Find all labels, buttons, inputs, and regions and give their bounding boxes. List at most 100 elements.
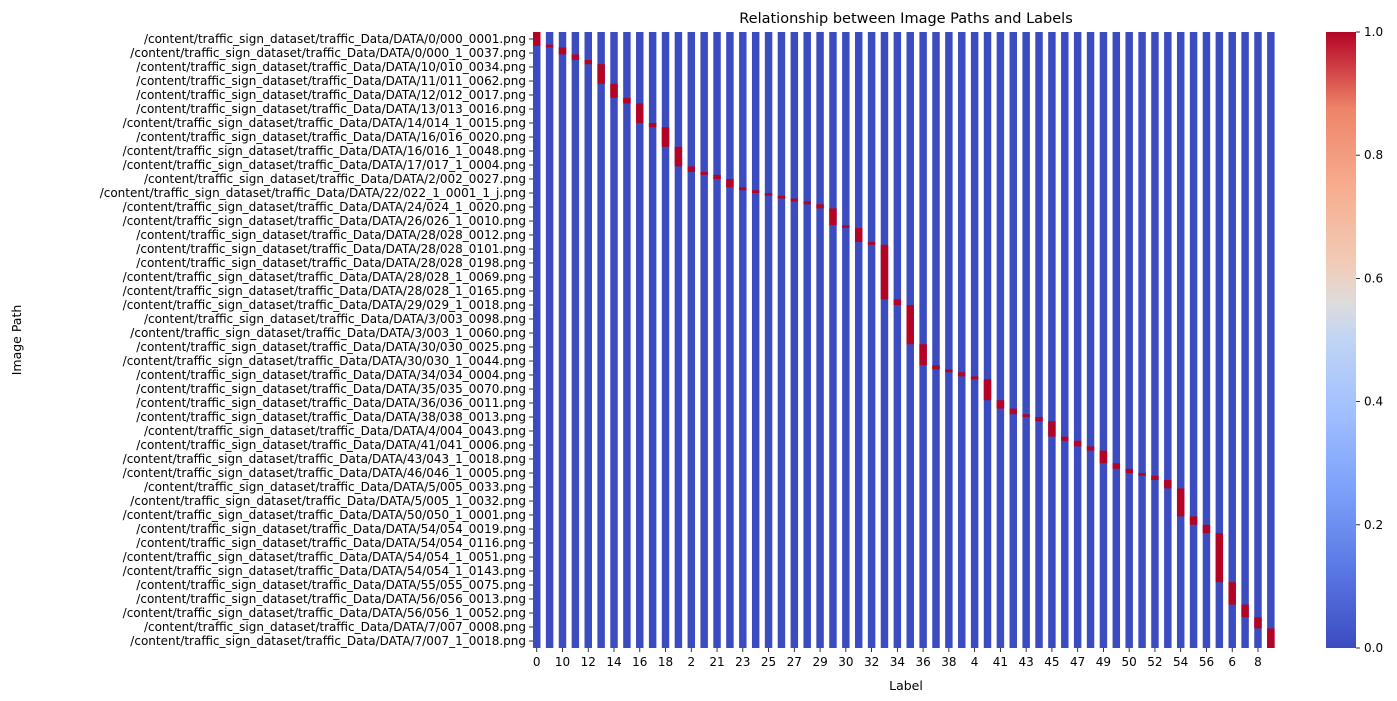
heatmap-column-41 bbox=[1061, 32, 1069, 648]
x-tick-label-9: 25 bbox=[761, 655, 776, 669]
x-tick-label-6: 2 bbox=[687, 655, 695, 669]
heatmap-hot-cell-28 bbox=[893, 299, 902, 305]
y-tick-label-28: /content/traffic_sign_dataset/traffic_Da… bbox=[144, 424, 526, 438]
heatmap-hot-cell-15 bbox=[726, 179, 734, 188]
heatmap-hot-cell-13 bbox=[700, 172, 708, 175]
heatmap-column-47 bbox=[1138, 32, 1146, 648]
y-tick-label-13: /content/traffic_sign_dataset/traffic_Da… bbox=[123, 214, 526, 228]
heatmap-hot-cell-7 bbox=[623, 97, 631, 104]
y-tick-label-34: /content/traffic_sign_dataset/traffic_Da… bbox=[123, 508, 526, 522]
x-tick-label-17: 4 bbox=[971, 655, 979, 669]
x-tick-label-16: 38 bbox=[941, 655, 956, 669]
y-tick-label-32: /content/traffic_sign_dataset/traffic_Da… bbox=[144, 480, 526, 494]
x-tick-label-1: 10 bbox=[555, 655, 570, 669]
x-tick-label-10: 27 bbox=[787, 655, 802, 669]
heatmap-hot-cell-23 bbox=[829, 208, 837, 226]
heatmap-hot-cell-32 bbox=[945, 369, 953, 373]
y-tick-label-38: /content/traffic_sign_dataset/traffic_Da… bbox=[123, 564, 526, 578]
heatmap-hot-cell-10 bbox=[661, 127, 670, 147]
y-tick-label-30: /content/traffic_sign_dataset/traffic_Da… bbox=[123, 452, 526, 466]
colorbar-ticks: 0.0 0.2 0.4 0.6 0.8 1.0 bbox=[1356, 25, 1383, 655]
x-tick-label-8: 23 bbox=[735, 655, 750, 669]
heatmap-column-53 bbox=[1215, 32, 1224, 648]
y-tick-label-20: /content/traffic_sign_dataset/traffic_Da… bbox=[144, 312, 526, 326]
heatmap-hot-cell-38 bbox=[1022, 414, 1030, 417]
heatmap-column-27 bbox=[880, 32, 889, 648]
y-tick-label-24: /content/traffic_sign_dataset/traffic_Da… bbox=[136, 368, 526, 382]
x-axis-label: Label bbox=[889, 678, 923, 693]
heatmap-column-12 bbox=[687, 32, 696, 648]
heatmap-hot-cell-3 bbox=[571, 54, 580, 60]
heatmap-column-42 bbox=[1073, 32, 1082, 648]
heatmap-column-23 bbox=[829, 32, 837, 648]
heatmap-hot-cell-20 bbox=[790, 198, 799, 202]
heatmap-column-56 bbox=[1254, 32, 1262, 648]
heatmap-hot-cell-54 bbox=[1228, 582, 1236, 605]
x-tick-label-23: 50 bbox=[1122, 655, 1137, 669]
heatmap-hot-cell-11 bbox=[674, 146, 683, 167]
heatmap-hot-cell-41 bbox=[1061, 436, 1069, 441]
y-tick-label-18: /content/traffic_sign_dataset/traffic_Da… bbox=[123, 284, 526, 298]
colorbar-tick-label-1: 0.2 bbox=[1364, 518, 1383, 532]
heatmap-hot-cell-45 bbox=[1112, 463, 1121, 469]
y-axis-ticks: /content/traffic_sign_dataset/traffic_Da… bbox=[100, 32, 533, 648]
heatmap-column-24 bbox=[842, 32, 850, 648]
x-tick-label-25: 54 bbox=[1173, 655, 1188, 669]
heatmap-column-1 bbox=[545, 32, 554, 648]
heatmap-hot-cell-53 bbox=[1215, 533, 1224, 583]
heatmap-column-34 bbox=[970, 32, 979, 648]
heatmap-hot-cell-52 bbox=[1202, 524, 1211, 534]
y-tick-label-26: /content/traffic_sign_dataset/traffic_Da… bbox=[136, 396, 526, 410]
y-tick-label-42: /content/traffic_sign_dataset/traffic_Da… bbox=[144, 620, 526, 634]
heatmap-hot-cell-30 bbox=[919, 344, 927, 366]
heatmap-hot-cell-49 bbox=[1164, 480, 1172, 489]
y-tick-label-3: /content/traffic_sign_dataset/traffic_Da… bbox=[136, 74, 526, 88]
heatmap-hot-cell-19 bbox=[777, 195, 786, 199]
y-tick-label-33: /content/traffic_sign_dataset/traffic_Da… bbox=[130, 494, 526, 508]
heatmap-column-21 bbox=[803, 32, 811, 648]
heatmap-column-18 bbox=[764, 32, 773, 648]
heatmap-hot-cell-51 bbox=[1189, 516, 1198, 525]
y-tick-label-36: /content/traffic_sign_dataset/traffic_Da… bbox=[136, 536, 526, 550]
heatmap-column-16 bbox=[739, 32, 747, 648]
heatmap-hot-cell-27 bbox=[880, 244, 889, 300]
heatmap-hot-cell-33 bbox=[958, 372, 966, 377]
heatmap-column-36 bbox=[996, 32, 1005, 648]
heatmap-column-44 bbox=[1099, 32, 1108, 648]
heatmap-column-45 bbox=[1112, 32, 1121, 648]
y-tick-label-5: /content/traffic_sign_dataset/traffic_Da… bbox=[136, 102, 526, 116]
heatmap-column-52 bbox=[1202, 32, 1211, 648]
y-tick-label-6: /content/traffic_sign_dataset/traffic_Da… bbox=[123, 116, 526, 130]
heatmap-column-17 bbox=[751, 32, 760, 648]
heatmap-hot-cell-4 bbox=[584, 60, 592, 65]
heatmap-hot-cell-56 bbox=[1254, 617, 1262, 629]
y-tick-label-23: /content/traffic_sign_dataset/traffic_Da… bbox=[123, 354, 526, 368]
heatmap-cells bbox=[533, 32, 1275, 648]
heatmap-hot-cell-40 bbox=[1048, 421, 1056, 437]
chart-title: Relationship between Image Paths and Lab… bbox=[739, 11, 1073, 27]
heatmap-column-30 bbox=[919, 32, 927, 648]
heatmap-hot-cell-39 bbox=[1035, 417, 1043, 422]
y-tick-label-17: /content/traffic_sign_dataset/traffic_Da… bbox=[123, 270, 526, 284]
heatmap-column-57 bbox=[1267, 32, 1275, 648]
y-tick-label-19: /content/traffic_sign_dataset/traffic_Da… bbox=[123, 298, 526, 312]
heatmap-column-0 bbox=[533, 32, 541, 648]
y-tick-label-39: /content/traffic_sign_dataset/traffic_Da… bbox=[136, 578, 526, 592]
x-tick-label-4: 16 bbox=[632, 655, 647, 669]
heatmap-column-54 bbox=[1228, 32, 1236, 648]
y-tick-label-8: /content/traffic_sign_dataset/traffic_Da… bbox=[123, 144, 526, 158]
heatmap-hot-cell-44 bbox=[1099, 450, 1108, 464]
y-tick-label-7: /content/traffic_sign_dataset/traffic_Da… bbox=[136, 130, 526, 144]
heatmap-column-5 bbox=[597, 32, 605, 648]
heatmap-hot-cell-1 bbox=[545, 44, 554, 48]
heatmap-column-15 bbox=[726, 32, 734, 648]
x-tick-label-11: 29 bbox=[812, 655, 827, 669]
heatmap-column-49 bbox=[1164, 32, 1172, 648]
heatmap-column-31 bbox=[932, 32, 940, 648]
heatmap-hot-cell-18 bbox=[764, 193, 773, 196]
heatmap-column-43 bbox=[1086, 32, 1095, 648]
x-tick-label-19: 43 bbox=[1019, 655, 1034, 669]
heatmap-hot-cell-31 bbox=[932, 365, 940, 370]
heatmap-column-46 bbox=[1125, 32, 1133, 648]
y-tick-label-40: /content/traffic_sign_dataset/traffic_Da… bbox=[136, 592, 526, 606]
